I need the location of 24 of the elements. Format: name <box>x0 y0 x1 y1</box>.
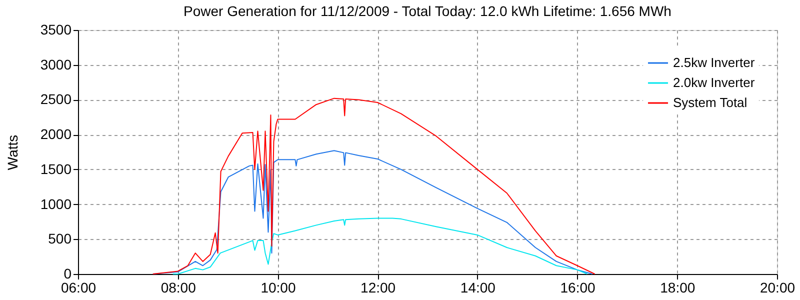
x-tick-label: 14:00 <box>460 280 496 296</box>
y-tick-label: 1000 <box>40 196 72 212</box>
x-tick-label: 16:00 <box>560 280 596 296</box>
legend-label: System Total <box>673 95 748 110</box>
y-tick-label: 3500 <box>40 22 72 38</box>
y-tick-label: 500 <box>48 230 72 247</box>
chart-title: Power Generation for 11/12/2009 - Total Today: 12.0 kWh Lifetime: 1.656 MWh <box>184 3 672 19</box>
y-axis-title: Watts <box>4 134 20 170</box>
y-tick-label: 2500 <box>40 91 72 108</box>
legend-label: 2.0kw Inverter <box>673 75 756 90</box>
x-tick-label: 06:00 <box>60 280 96 296</box>
x-tick-label: 20:00 <box>760 280 796 296</box>
y-tick-label: 2000 <box>40 126 72 142</box>
x-tick-label: 08:00 <box>160 280 196 296</box>
y-tick-label: 3000 <box>40 56 72 72</box>
x-tick-label: 12:00 <box>360 280 396 296</box>
line-series <box>172 218 588 274</box>
line-series <box>152 150 593 274</box>
y-tick-label: 0 <box>64 266 72 282</box>
x-tick-label: 10:00 <box>260 280 296 296</box>
y-tick-label: 1500 <box>40 160 72 177</box>
x-tick-label: 18:00 <box>660 280 696 296</box>
legend-label: 2.5kw Inverter <box>673 55 756 70</box>
line-series <box>152 98 596 274</box>
